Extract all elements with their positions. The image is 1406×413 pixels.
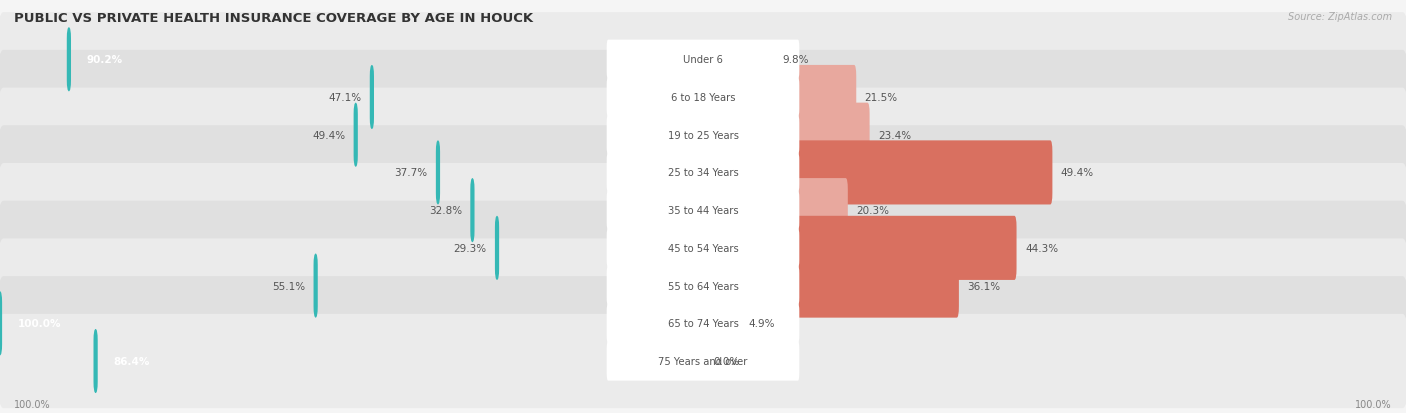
FancyBboxPatch shape bbox=[354, 103, 359, 167]
Text: 20.3%: 20.3% bbox=[856, 206, 889, 216]
Text: 100.0%: 100.0% bbox=[1355, 399, 1392, 409]
Text: Under 6: Under 6 bbox=[683, 55, 723, 65]
Text: 35 to 44 Years: 35 to 44 Years bbox=[668, 206, 738, 216]
FancyBboxPatch shape bbox=[0, 276, 1406, 370]
FancyBboxPatch shape bbox=[0, 292, 1, 356]
FancyBboxPatch shape bbox=[0, 126, 1406, 220]
FancyBboxPatch shape bbox=[796, 216, 1017, 280]
Text: 65 to 74 Years: 65 to 74 Years bbox=[668, 318, 738, 328]
FancyBboxPatch shape bbox=[314, 254, 318, 318]
FancyBboxPatch shape bbox=[66, 28, 70, 92]
Text: 25 to 34 Years: 25 to 34 Years bbox=[668, 168, 738, 178]
Text: 0.0%: 0.0% bbox=[713, 356, 740, 366]
FancyBboxPatch shape bbox=[0, 13, 1406, 107]
Text: 55 to 64 Years: 55 to 64 Years bbox=[668, 281, 738, 291]
FancyBboxPatch shape bbox=[470, 179, 475, 242]
Text: 45 to 54 Years: 45 to 54 Years bbox=[668, 243, 738, 253]
FancyBboxPatch shape bbox=[607, 266, 799, 306]
Text: 90.2%: 90.2% bbox=[86, 55, 122, 65]
FancyBboxPatch shape bbox=[93, 329, 97, 393]
FancyBboxPatch shape bbox=[0, 51, 1406, 145]
Text: 21.5%: 21.5% bbox=[865, 93, 898, 103]
Text: 49.4%: 49.4% bbox=[1062, 168, 1094, 178]
FancyBboxPatch shape bbox=[607, 342, 799, 381]
FancyBboxPatch shape bbox=[796, 254, 959, 318]
Text: PUBLIC VS PRIVATE HEALTH INSURANCE COVERAGE BY AGE IN HOUCK: PUBLIC VS PRIVATE HEALTH INSURANCE COVER… bbox=[14, 12, 533, 25]
Text: 29.3%: 29.3% bbox=[453, 243, 486, 253]
Text: 100.0%: 100.0% bbox=[17, 318, 60, 328]
Text: 9.8%: 9.8% bbox=[782, 55, 808, 65]
FancyBboxPatch shape bbox=[607, 78, 799, 117]
Text: 23.4%: 23.4% bbox=[877, 131, 911, 140]
Text: Source: ZipAtlas.com: Source: ZipAtlas.com bbox=[1288, 12, 1392, 22]
FancyBboxPatch shape bbox=[0, 164, 1406, 258]
FancyBboxPatch shape bbox=[607, 154, 799, 192]
Text: 49.4%: 49.4% bbox=[312, 131, 346, 140]
FancyBboxPatch shape bbox=[607, 191, 799, 230]
FancyBboxPatch shape bbox=[607, 229, 799, 268]
Legend: Public Insurance, Private Insurance: Public Insurance, Private Insurance bbox=[579, 409, 827, 413]
Text: 6 to 18 Years: 6 to 18 Years bbox=[671, 93, 735, 103]
FancyBboxPatch shape bbox=[436, 141, 440, 205]
FancyBboxPatch shape bbox=[796, 179, 848, 242]
Text: 32.8%: 32.8% bbox=[429, 206, 461, 216]
FancyBboxPatch shape bbox=[0, 239, 1406, 333]
Text: 36.1%: 36.1% bbox=[967, 281, 1001, 291]
FancyBboxPatch shape bbox=[0, 314, 1406, 408]
FancyBboxPatch shape bbox=[0, 201, 1406, 295]
FancyBboxPatch shape bbox=[607, 304, 799, 343]
Text: 37.7%: 37.7% bbox=[394, 168, 427, 178]
FancyBboxPatch shape bbox=[607, 40, 799, 80]
Text: 100.0%: 100.0% bbox=[14, 399, 51, 409]
FancyBboxPatch shape bbox=[796, 103, 869, 167]
Text: 55.1%: 55.1% bbox=[271, 281, 305, 291]
FancyBboxPatch shape bbox=[607, 116, 799, 155]
FancyBboxPatch shape bbox=[796, 141, 1052, 205]
Text: 4.9%: 4.9% bbox=[748, 318, 775, 328]
Text: 75 Years and over: 75 Years and over bbox=[658, 356, 748, 366]
FancyBboxPatch shape bbox=[0, 88, 1406, 183]
FancyBboxPatch shape bbox=[495, 216, 499, 280]
Text: 86.4%: 86.4% bbox=[112, 356, 149, 366]
FancyBboxPatch shape bbox=[796, 66, 856, 130]
Text: 47.1%: 47.1% bbox=[328, 93, 361, 103]
Text: 44.3%: 44.3% bbox=[1025, 243, 1059, 253]
Text: 19 to 25 Years: 19 to 25 Years bbox=[668, 131, 738, 140]
FancyBboxPatch shape bbox=[370, 66, 374, 130]
